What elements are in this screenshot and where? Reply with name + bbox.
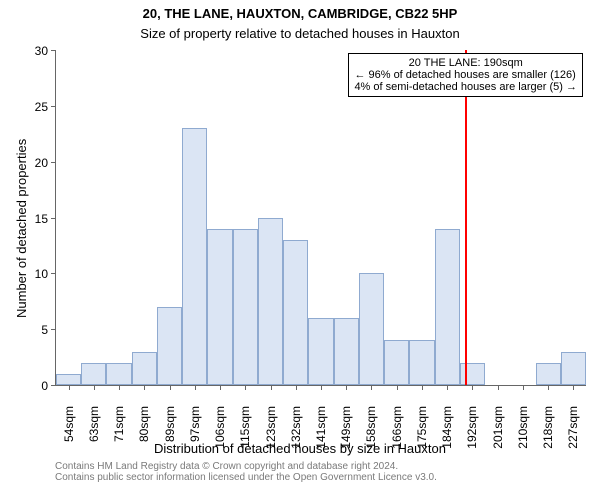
annotation-box: 20 THE LANE: 190sqm← 96% of detached hou… — [348, 53, 583, 97]
y-tick-mark — [51, 218, 56, 219]
x-tick-label: 166sqm — [390, 406, 404, 456]
annotation-line-3: 4% of semi-detached houses are larger (5… — [354, 81, 577, 93]
y-tick-mark — [51, 106, 56, 107]
x-tick-mark — [195, 385, 196, 390]
histogram-bar — [435, 229, 460, 385]
y-tick-label: 30 — [18, 44, 48, 58]
histogram-bar — [258, 218, 283, 386]
x-tick-mark — [397, 385, 398, 390]
x-tick-mark — [296, 385, 297, 390]
x-tick-mark — [573, 385, 574, 390]
x-tick-mark — [119, 385, 120, 390]
histogram-bar — [283, 240, 308, 385]
x-tick-label: 175sqm — [415, 406, 429, 456]
x-tick-mark — [245, 385, 246, 390]
x-tick-label: 132sqm — [289, 406, 303, 456]
x-tick-mark — [548, 385, 549, 390]
chart-title: 20, THE LANE, HAUXTON, CAMBRIDGE, CB22 5… — [0, 6, 600, 21]
x-tick-label: 227sqm — [566, 406, 580, 456]
x-tick-label: 149sqm — [339, 406, 353, 456]
x-tick-label: 54sqm — [62, 406, 76, 456]
histogram-bar — [182, 128, 207, 385]
x-tick-mark — [170, 385, 171, 390]
x-tick-label: 97sqm — [188, 406, 202, 456]
x-tick-mark — [523, 385, 524, 390]
x-tick-label: 123sqm — [264, 406, 278, 456]
histogram-bar — [81, 363, 106, 385]
x-tick-mark — [447, 385, 448, 390]
y-tick-mark — [51, 162, 56, 163]
chart-subtitle: Size of property relative to detached ho… — [0, 26, 600, 41]
property-marker-line — [465, 50, 467, 385]
x-tick-label: 192sqm — [465, 406, 479, 456]
y-tick-mark — [51, 385, 56, 386]
annotation-line-1: 20 THE LANE: 190sqm — [354, 57, 577, 69]
x-tick-label: 89sqm — [163, 406, 177, 456]
y-tick-label: 20 — [18, 156, 48, 170]
x-tick-mark — [371, 385, 372, 390]
histogram-bar — [460, 363, 485, 385]
x-tick-label: 201sqm — [491, 406, 505, 456]
x-tick-label: 106sqm — [213, 406, 227, 456]
x-tick-label: 184sqm — [440, 406, 454, 456]
y-tick-mark — [51, 50, 56, 51]
x-tick-label: 210sqm — [516, 406, 530, 456]
x-tick-label: 63sqm — [87, 406, 101, 456]
histogram-bar — [233, 229, 258, 385]
x-tick-mark — [69, 385, 70, 390]
chart-container: { "chart": { "type": "histogram", "title… — [0, 0, 600, 500]
y-tick-label: 10 — [18, 267, 48, 281]
histogram-bar — [359, 273, 384, 385]
footer-line-1: Contains HM Land Registry data © Crown c… — [55, 461, 437, 472]
plot-area: 05101520253054sqm63sqm71sqm80sqm89sqm97s… — [55, 50, 586, 386]
x-tick-mark — [94, 385, 95, 390]
x-tick-label: 141sqm — [314, 406, 328, 456]
x-tick-mark — [220, 385, 221, 390]
x-tick-mark — [321, 385, 322, 390]
footer: Contains HM Land Registry data © Crown c… — [55, 461, 437, 483]
histogram-bar — [132, 352, 157, 386]
y-tick-label: 25 — [18, 100, 48, 114]
y-tick-mark — [51, 273, 56, 274]
histogram-bar — [536, 363, 561, 385]
histogram-bar — [56, 374, 81, 385]
x-tick-mark — [346, 385, 347, 390]
x-tick-label: 80sqm — [137, 406, 151, 456]
x-tick-label: 115sqm — [238, 406, 252, 456]
x-tick-label: 71sqm — [112, 406, 126, 456]
y-tick-label: 5 — [18, 323, 48, 337]
histogram-bar — [106, 363, 131, 385]
histogram-bar — [384, 340, 409, 385]
x-tick-label: 158sqm — [364, 406, 378, 456]
histogram-bar — [207, 229, 232, 385]
y-tick-label: 15 — [18, 212, 48, 226]
x-tick-mark — [422, 385, 423, 390]
y-tick-mark — [51, 329, 56, 330]
x-tick-mark — [271, 385, 272, 390]
x-tick-mark — [498, 385, 499, 390]
histogram-bar — [308, 318, 333, 385]
histogram-bar — [157, 307, 182, 385]
x-tick-label: 218sqm — [541, 406, 555, 456]
x-tick-mark — [472, 385, 473, 390]
y-tick-label: 0 — [18, 379, 48, 393]
histogram-bar — [561, 352, 586, 386]
x-tick-mark — [144, 385, 145, 390]
annotation-line-2: ← 96% of detached houses are smaller (12… — [354, 69, 577, 81]
histogram-bar — [334, 318, 359, 385]
histogram-bar — [409, 340, 434, 385]
footer-line-2: Contains public sector information licen… — [55, 472, 437, 483]
